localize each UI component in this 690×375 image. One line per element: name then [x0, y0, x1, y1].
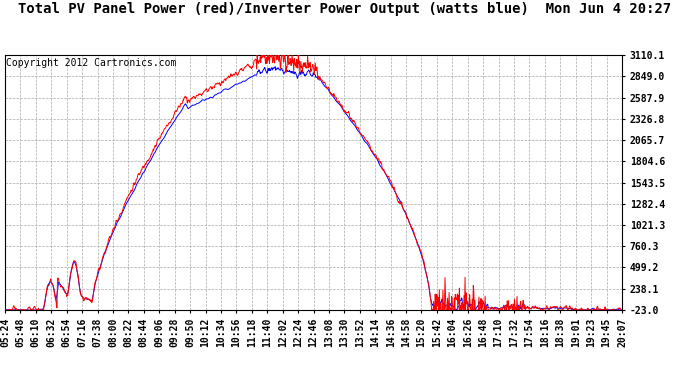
Text: Copyright 2012 Cartronics.com: Copyright 2012 Cartronics.com [6, 57, 177, 68]
Text: Total PV Panel Power (red)/Inverter Power Output (watts blue)  Mon Jun 4 20:27: Total PV Panel Power (red)/Inverter Powe… [19, 2, 671, 16]
